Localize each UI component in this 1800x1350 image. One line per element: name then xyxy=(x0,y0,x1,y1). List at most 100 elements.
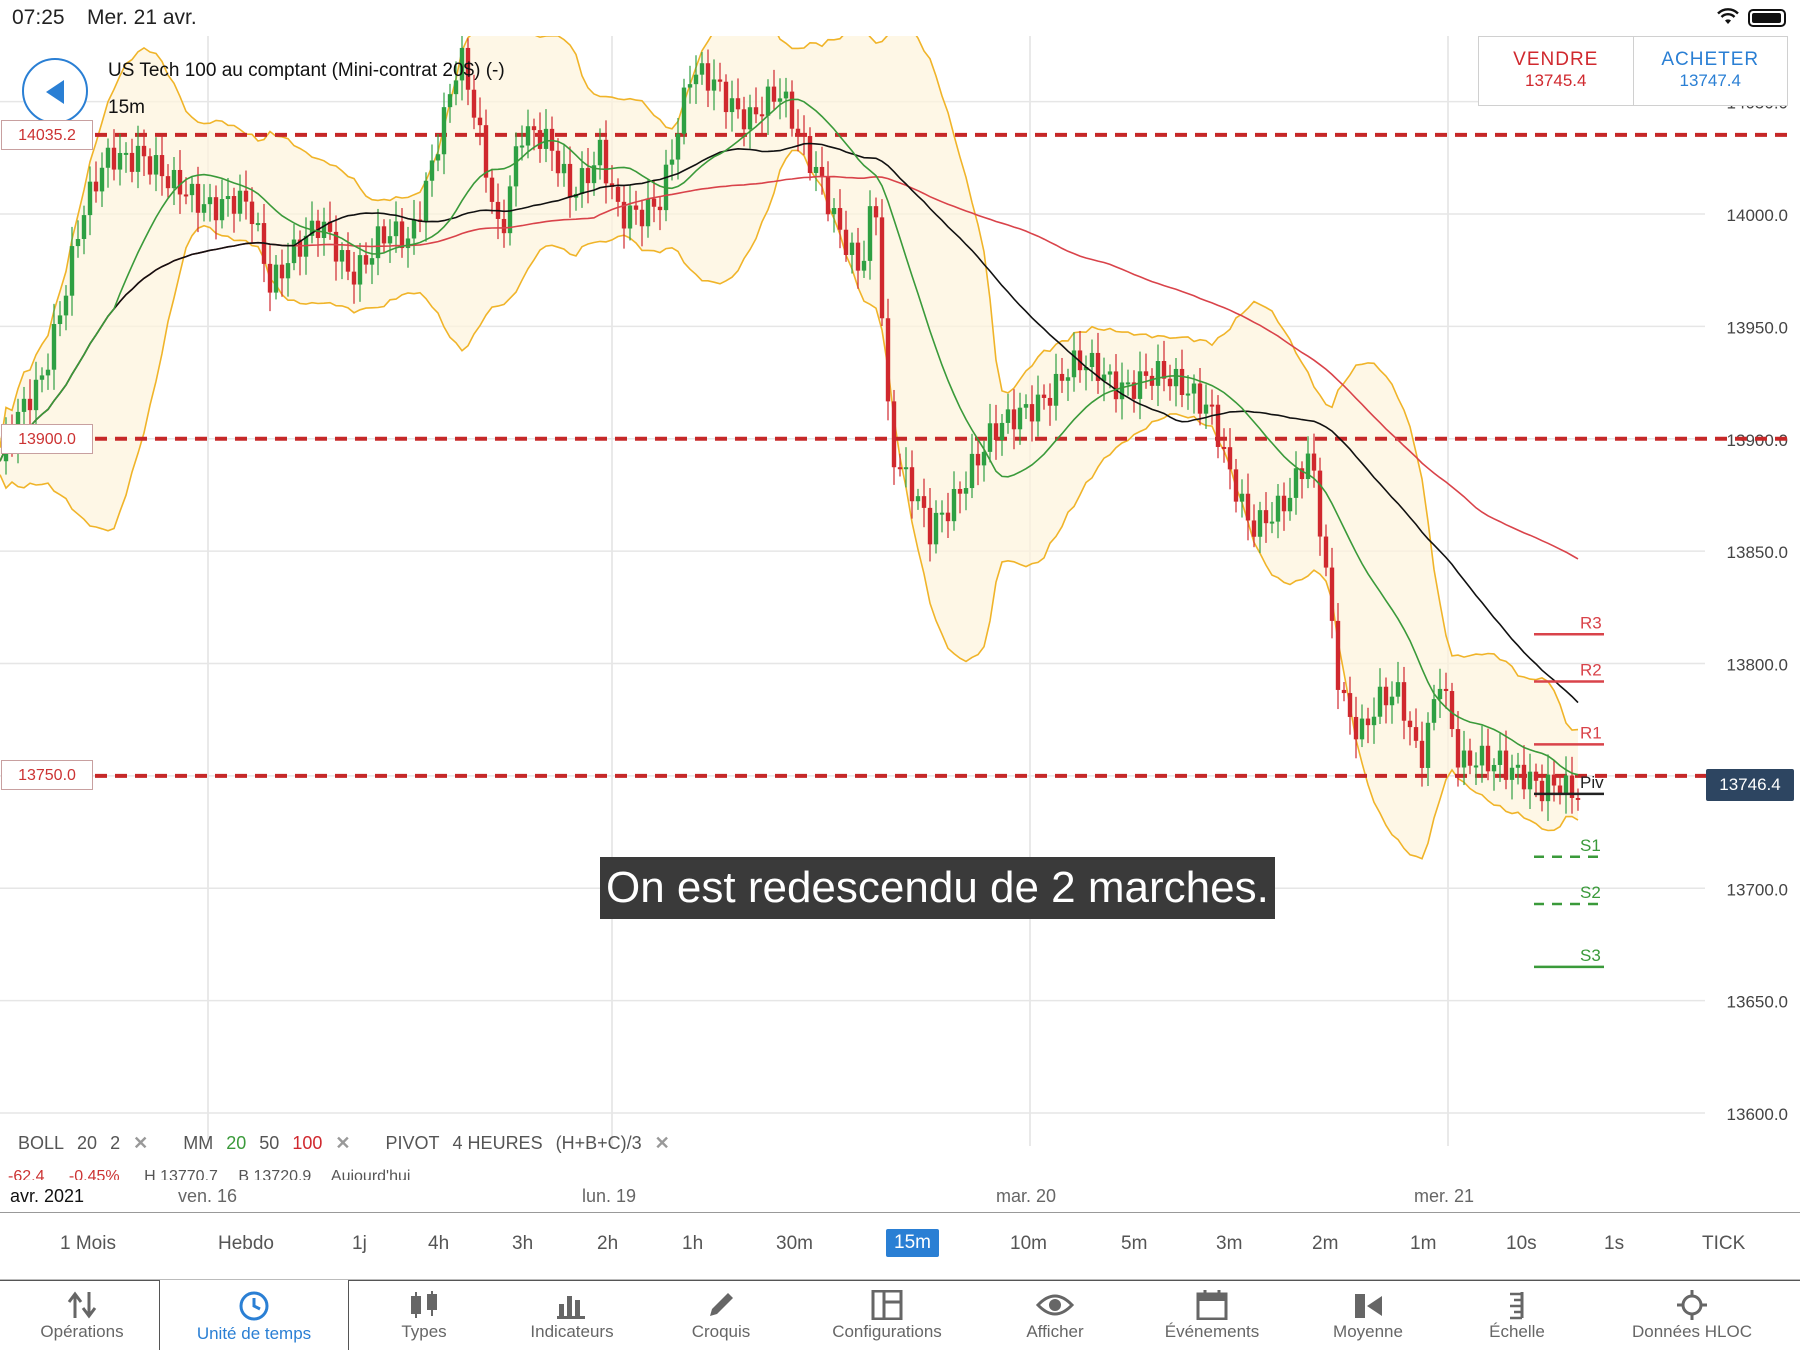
nav-label: Moyenne xyxy=(1333,1322,1403,1341)
hloc-summary: -62.4 -0.45% H 13770.7 B 13720.9 Aujourd… xyxy=(8,1168,426,1180)
buy-button[interactable]: ACHETER 13747.4 xyxy=(1632,37,1788,105)
tf-1-mois[interactable]: 1 Mois xyxy=(60,1233,116,1254)
nav-timeframe[interactable]: Unité de temps xyxy=(180,1280,328,1350)
candle-body xyxy=(177,169,183,195)
wifi-icon xyxy=(1716,8,1740,31)
candle-body xyxy=(1209,404,1215,407)
candle-body xyxy=(147,156,153,175)
candle-body xyxy=(1101,374,1107,381)
tf-15m[interactable]: 15m xyxy=(886,1229,939,1257)
candle-body xyxy=(1011,409,1017,430)
tf-2h[interactable]: 2h xyxy=(597,1233,619,1254)
level-tag-13750[interactable]: 13750.0 xyxy=(1,760,93,790)
candle-body xyxy=(519,145,525,148)
average-icon xyxy=(1355,1294,1382,1318)
calendar-icon xyxy=(1196,1290,1228,1320)
clock-icon xyxy=(239,1291,269,1321)
candle-body xyxy=(723,81,729,113)
tf-3h[interactable]: 3h xyxy=(512,1233,534,1254)
buy-label: ACHETER xyxy=(1661,49,1760,70)
date-axis-label: lun. 19 xyxy=(582,1186,637,1206)
battery-icon xyxy=(1748,9,1786,27)
candle-body xyxy=(591,165,597,184)
back-button[interactable] xyxy=(22,58,88,124)
nav-configurations[interactable]: Configurations xyxy=(824,1280,950,1350)
candle-body xyxy=(1287,497,1293,512)
nav-average[interactable]: Moyenne xyxy=(1326,1280,1410,1350)
tf-tick[interactable]: TICK xyxy=(1702,1233,1746,1254)
candle-body xyxy=(837,208,843,230)
candle-body xyxy=(285,263,291,279)
candle-body xyxy=(141,145,147,157)
candle-body xyxy=(1107,371,1113,375)
candle-body xyxy=(1413,727,1419,741)
tf-1m[interactable]: 1m xyxy=(1410,1233,1437,1254)
sell-button[interactable]: VENDRE 13745.4 xyxy=(1479,37,1633,105)
candle-body xyxy=(1503,750,1509,780)
pivot-label: PIVOT xyxy=(385,1133,440,1153)
candle-body xyxy=(693,74,699,85)
tf-10m[interactable]: 10m xyxy=(1010,1233,1047,1254)
nav-types[interactable]: Types xyxy=(380,1280,468,1350)
tf-4h[interactable]: 4h xyxy=(428,1233,450,1254)
nav-label: Afficher xyxy=(1026,1322,1084,1341)
nav-events[interactable]: Événements xyxy=(1156,1280,1268,1350)
mm-remove-icon[interactable]: ✕ xyxy=(335,1133,351,1153)
nav-sketch[interactable]: Croquis xyxy=(676,1280,766,1350)
level-tag-14035[interactable]: 14035.2 xyxy=(1,120,93,150)
candle-body xyxy=(639,209,645,227)
pivot-formula: (H+B+C)/3 xyxy=(555,1133,642,1153)
candle-body xyxy=(771,86,777,102)
candle-body xyxy=(1533,771,1539,781)
nav-indicators[interactable]: Indicateurs xyxy=(516,1280,628,1350)
tf-2m[interactable]: 2m xyxy=(1312,1233,1339,1254)
candle-body xyxy=(1071,350,1077,378)
candle-body xyxy=(339,250,345,262)
candle-body xyxy=(1575,797,1581,800)
candle-body xyxy=(699,63,705,75)
candle-body xyxy=(1143,371,1149,376)
pivot-label: S3 xyxy=(1580,946,1601,965)
candle-body xyxy=(33,379,39,411)
nav-scale[interactable]: Échelle xyxy=(1480,1280,1554,1350)
candle-body xyxy=(321,221,327,238)
nav-hloc-data[interactable]: Données HLOC xyxy=(1620,1280,1764,1350)
price-chart[interactable]: 14050.014000.013950.013900.013850.013800… xyxy=(0,36,1800,1146)
tf-30m[interactable]: 30m xyxy=(776,1233,813,1254)
candle-body xyxy=(255,223,261,226)
level-tag-13900[interactable]: 13900.0 xyxy=(1,424,93,454)
candle-body xyxy=(1035,394,1041,422)
candle-body xyxy=(309,220,315,236)
candle-body xyxy=(273,264,279,293)
candle-body xyxy=(1377,686,1383,717)
high-value: H 13770.7 xyxy=(144,1168,218,1180)
date-axis-label: mar. 20 xyxy=(996,1186,1057,1206)
boll-remove-icon[interactable]: ✕ xyxy=(133,1133,149,1153)
tf-1s[interactable]: 1s xyxy=(1604,1233,1625,1254)
tf-hebdo[interactable]: Hebdo xyxy=(218,1233,274,1254)
candle-body xyxy=(951,488,957,522)
candle-body xyxy=(231,196,237,214)
nav-operations[interactable]: Opérations xyxy=(20,1280,144,1350)
candle-body xyxy=(489,177,495,202)
candle-body xyxy=(213,197,219,221)
tf-3m[interactable]: 3m xyxy=(1216,1233,1243,1254)
y-tick-label: 13600.0 xyxy=(1727,1105,1788,1124)
tf-1h[interactable]: 1h xyxy=(682,1233,704,1254)
nav-display[interactable]: Afficher xyxy=(1016,1280,1094,1350)
candle-body xyxy=(501,218,507,234)
tf-5m[interactable]: 5m xyxy=(1121,1233,1148,1254)
candle-body xyxy=(1569,775,1575,798)
pivot-remove-icon[interactable]: ✕ xyxy=(654,1133,670,1153)
candle-body xyxy=(1407,720,1413,728)
tf-10s[interactable]: 10s xyxy=(1506,1233,1537,1254)
candle-body xyxy=(609,183,615,187)
candle-body xyxy=(1473,765,1479,768)
candle-body xyxy=(975,453,981,466)
candle-body xyxy=(363,255,369,265)
candle-body xyxy=(1281,495,1287,512)
candle-body xyxy=(1455,729,1461,768)
candle-body xyxy=(189,183,195,196)
tf-1j[interactable]: 1j xyxy=(352,1233,367,1254)
candle-body xyxy=(915,496,921,502)
